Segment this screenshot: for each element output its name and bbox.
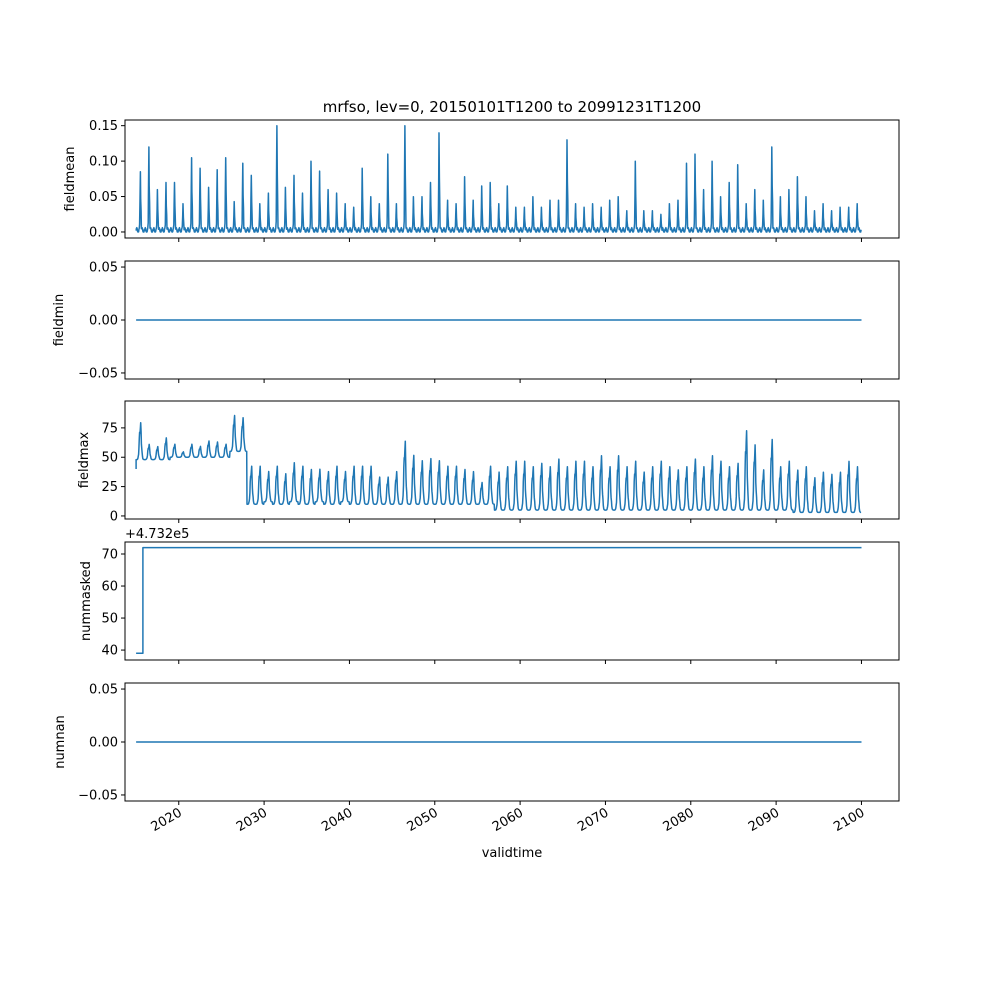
y-tick-label: 0 xyxy=(110,509,118,524)
x-tick-label: 2030 xyxy=(234,805,270,835)
x-tick-label: 2040 xyxy=(319,805,355,835)
x-tick-label: 2080 xyxy=(661,805,697,835)
x-tick-label: 2100 xyxy=(831,805,867,835)
axes-background xyxy=(125,120,899,238)
y-tick-label: 0.15 xyxy=(89,119,118,134)
x-tick-label: 2020 xyxy=(149,805,185,835)
y-tick-label: 50 xyxy=(101,451,118,466)
axes-frame xyxy=(124,541,900,661)
y-tick-label: 40 xyxy=(101,644,118,659)
panel-fieldmean: 0.00 0.05 0.10 0.15 fieldmean xyxy=(63,119,900,242)
y-tick-label: 75 xyxy=(101,421,118,436)
y-tick-label: 0.05 xyxy=(89,190,118,205)
y-tick-label: 0.00 xyxy=(89,314,118,329)
panel-fieldmax: 0 25 50 75 fieldmax xyxy=(77,400,900,524)
x-tick-label: 2050 xyxy=(405,805,441,835)
offset-text: +4.732e5 xyxy=(125,527,189,542)
panel-nummasked: 40 50 60 70 nummasked +4.732e5 xyxy=(79,527,900,664)
series-line-fieldmean xyxy=(135,125,862,233)
y-tick-label: −0.05 xyxy=(78,788,118,803)
y-tick-label: 60 xyxy=(101,580,118,595)
axes-background xyxy=(125,542,899,660)
x-axis-label: validtime xyxy=(482,846,543,861)
axes-frame xyxy=(124,400,900,520)
y-axis-label: fieldmean xyxy=(63,147,78,212)
x-tick-label: 2060 xyxy=(490,805,526,835)
y-tick-label: 0.05 xyxy=(89,261,118,276)
y-tick-label: −0.05 xyxy=(78,366,118,381)
chart-title: mrfso, lev=0, 20150101T1200 to 20991231T… xyxy=(323,98,701,116)
y-tick-label: 0.00 xyxy=(89,736,118,751)
series-line-fieldmax xyxy=(135,414,862,514)
x-tick-label: 2070 xyxy=(575,805,611,835)
y-tick-label: 0.10 xyxy=(89,155,118,170)
series-line-nummasked xyxy=(136,546,862,655)
panel-numnan: −0.05 0.00 0.05 numnan 2020 2030 2040 2050 2060 2… xyxy=(53,682,900,835)
y-tick-label: 50 xyxy=(101,612,118,627)
y-axis-label: fieldmax xyxy=(77,432,92,489)
x-tick-label: 2090 xyxy=(746,805,782,835)
y-axis-label: numnan xyxy=(53,715,68,769)
y-tick-label: 70 xyxy=(101,548,118,563)
y-tick-label: 0.05 xyxy=(89,683,118,698)
y-tick-label: 25 xyxy=(101,480,118,495)
y-tick-label: 0.00 xyxy=(89,225,118,240)
panel-fieldmin: −0.05 0.00 0.05 fieldmin xyxy=(52,260,900,383)
y-axis-label: nummasked xyxy=(79,561,94,641)
y-axis-label: fieldmin xyxy=(52,294,67,347)
axes-frame xyxy=(124,119,900,239)
